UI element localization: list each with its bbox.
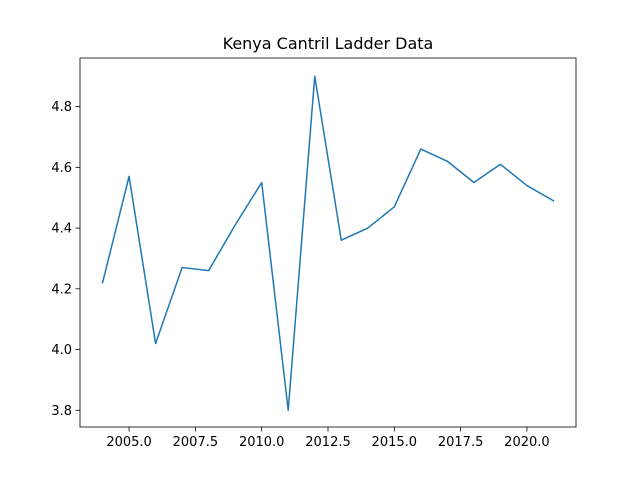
x-tick-label: 2015.0 (372, 435, 418, 450)
y-tick-label: 4.8 (51, 100, 72, 115)
y-tick-label: 4.6 (51, 161, 72, 176)
axes: 2005.0 2007.5 2010.0 2012.5 2015.0 2017.5 2020… (51, 57, 577, 450)
x-tick-label: 2010.0 (239, 435, 285, 450)
y-tick-label: 4.4 (51, 222, 72, 237)
plot-area (101, 75, 555, 412)
x-tick-label: 2012.5 (305, 435, 351, 450)
x-tick-label: 2020.0 (504, 435, 550, 450)
y-tick-label: 3.8 (51, 404, 72, 419)
x-tick-label: 2005.0 (106, 435, 152, 450)
chart-title: Kenya Cantril Ladder Data (223, 34, 434, 53)
series-line-0 (101, 75, 555, 412)
x-tick-label: 2017.5 (438, 435, 484, 450)
y-tick-label: 4.0 (51, 343, 72, 358)
x-tick-label: 2007.5 (173, 435, 219, 450)
y-tick-label: 4.2 (51, 282, 72, 297)
